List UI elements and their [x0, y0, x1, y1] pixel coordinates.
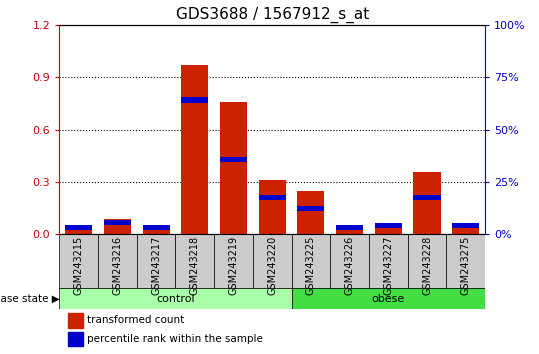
Bar — [142, 227, 170, 234]
FancyBboxPatch shape — [59, 234, 98, 288]
Bar — [104, 219, 131, 225]
Bar — [220, 157, 247, 162]
Text: GSM243275: GSM243275 — [461, 236, 471, 295]
FancyBboxPatch shape — [98, 234, 137, 288]
FancyBboxPatch shape — [175, 234, 214, 288]
Bar — [259, 195, 286, 200]
Bar — [181, 65, 208, 234]
Text: GSM243216: GSM243216 — [112, 236, 122, 295]
Text: GSM243226: GSM243226 — [344, 236, 355, 295]
Bar — [375, 223, 402, 228]
Bar — [413, 172, 440, 234]
Bar — [259, 180, 286, 234]
Bar — [336, 225, 363, 230]
FancyBboxPatch shape — [446, 234, 485, 288]
Text: percentile rank within the sample: percentile rank within the sample — [87, 334, 263, 344]
Text: GSM243228: GSM243228 — [422, 236, 432, 295]
FancyBboxPatch shape — [292, 234, 330, 288]
Text: GSM243215: GSM243215 — [74, 236, 84, 295]
Bar — [68, 313, 82, 328]
FancyBboxPatch shape — [137, 234, 175, 288]
Text: transformed count: transformed count — [87, 315, 184, 325]
Bar — [181, 97, 208, 103]
Bar — [68, 332, 82, 346]
Bar — [413, 195, 440, 200]
Text: control: control — [156, 294, 195, 304]
FancyBboxPatch shape — [59, 288, 292, 309]
Bar — [375, 227, 402, 234]
Bar — [65, 229, 92, 234]
Text: GSM243218: GSM243218 — [190, 236, 200, 295]
FancyBboxPatch shape — [369, 234, 407, 288]
Bar — [104, 219, 131, 234]
Text: obese: obese — [372, 294, 405, 304]
Bar — [452, 223, 479, 228]
Text: GSM243220: GSM243220 — [267, 236, 277, 295]
Text: GSM243217: GSM243217 — [151, 236, 161, 295]
Bar — [298, 191, 324, 234]
Text: GSM243219: GSM243219 — [229, 236, 238, 295]
Bar — [336, 227, 363, 234]
Bar — [452, 224, 479, 234]
Title: GDS3688 / 1567912_s_at: GDS3688 / 1567912_s_at — [176, 7, 369, 23]
FancyBboxPatch shape — [214, 234, 253, 288]
FancyBboxPatch shape — [253, 234, 292, 288]
Text: GSM243225: GSM243225 — [306, 236, 316, 295]
FancyBboxPatch shape — [407, 234, 446, 288]
FancyBboxPatch shape — [330, 234, 369, 288]
Bar — [298, 206, 324, 211]
Text: GSM243227: GSM243227 — [383, 236, 393, 295]
Bar — [65, 225, 92, 230]
Bar — [220, 102, 247, 234]
FancyBboxPatch shape — [292, 288, 485, 309]
Text: disease state ▶: disease state ▶ — [0, 294, 59, 304]
Bar — [142, 225, 170, 230]
